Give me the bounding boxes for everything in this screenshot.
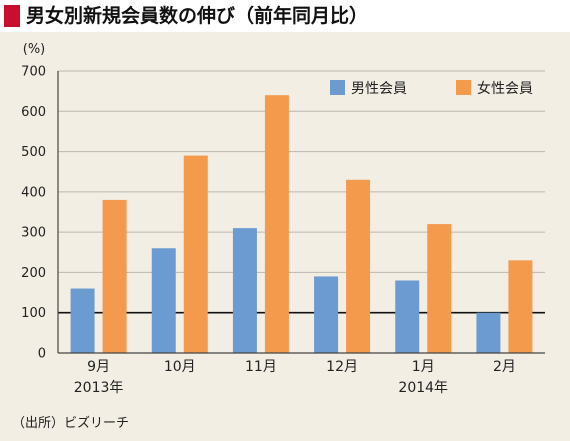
y-tick-label: 700	[21, 65, 46, 80]
x-category-label: 10月	[164, 359, 196, 375]
legend-swatch-male	[330, 80, 345, 95]
y-tick-label: 400	[21, 185, 46, 200]
x-category-label: 2月	[493, 359, 516, 375]
male-bar	[395, 280, 420, 353]
female-bar	[183, 155, 208, 353]
x-category-label: 1月	[412, 359, 435, 375]
source-note: （出所）ビズリーチ	[12, 415, 129, 431]
y-tick-label: 0	[38, 347, 46, 362]
y-tick-label: 500	[21, 145, 46, 160]
male-bar	[151, 248, 176, 353]
male-bar	[314, 276, 339, 353]
female-bar	[508, 260, 533, 353]
x-year-label: 2014年	[398, 380, 448, 396]
x-year-label: 2013年	[74, 380, 124, 396]
legend-swatch-female	[456, 80, 471, 95]
chart-title: 男女別新規会員数の伸び（前年同月比）	[26, 5, 369, 27]
y-unit-label: (%)	[23, 42, 46, 57]
x-category-label: 12月	[326, 359, 358, 375]
male-bar	[70, 288, 95, 353]
y-tick-label: 100	[21, 306, 46, 321]
y-tick-label: 600	[21, 105, 46, 120]
legend-label-male: 男性会員	[351, 81, 407, 97]
female-bar	[346, 179, 371, 353]
y-tick-label: 200	[21, 266, 46, 281]
male-bar	[232, 228, 257, 353]
x-category-label: 11月	[245, 359, 277, 375]
title-marker	[4, 5, 20, 27]
female-bar	[102, 199, 127, 353]
female-bar	[264, 95, 289, 353]
y-tick-label: 300	[21, 226, 46, 241]
chart-panel: 0 100 200 300 400 500 600 700 (%) 9月 10月 11月 12月 1月 2月…	[0, 32, 570, 441]
x-category-label: 9月	[87, 359, 110, 375]
bar-chart: 0 100 200 300 400 500 600 700 (%) 9月 10月 11月 12月 1月 2月…	[12, 42, 545, 431]
legend-label-female: 女性会員	[477, 80, 533, 97]
female-bar	[427, 224, 452, 353]
title-bar: 男女別新規会員数の伸び（前年同月比）	[0, 0, 570, 32]
male-bar	[476, 312, 501, 353]
